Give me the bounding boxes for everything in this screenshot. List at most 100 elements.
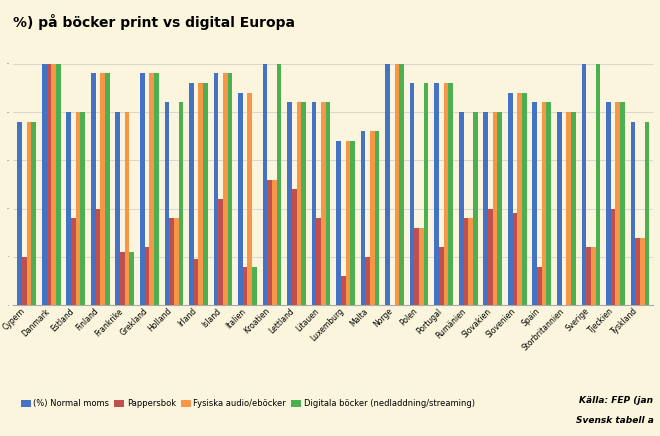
Bar xyxy=(346,141,350,305)
Bar xyxy=(537,266,542,305)
Bar xyxy=(581,64,586,305)
Bar xyxy=(199,83,203,305)
Bar xyxy=(272,180,277,305)
Bar xyxy=(546,102,551,305)
Bar xyxy=(76,112,81,305)
Bar xyxy=(557,112,562,305)
Bar xyxy=(395,64,399,305)
Bar xyxy=(248,93,252,305)
Bar xyxy=(312,102,316,305)
Bar xyxy=(115,112,120,305)
Legend: (%) Normal moms, Pappersbok, Fysiska audio/eböcker, Digitala böcker (nedladdning: (%) Normal moms, Pappersbok, Fysiska aud… xyxy=(17,396,478,412)
Bar xyxy=(228,74,232,305)
Bar xyxy=(145,247,149,305)
Bar xyxy=(419,228,424,305)
Bar xyxy=(105,74,110,305)
Bar xyxy=(635,238,640,305)
Bar xyxy=(42,64,47,305)
Bar xyxy=(47,64,51,305)
Bar xyxy=(630,122,635,305)
Bar xyxy=(91,74,96,305)
Bar xyxy=(448,83,453,305)
Bar xyxy=(120,252,125,305)
Bar xyxy=(508,93,513,305)
Bar xyxy=(513,214,517,305)
Bar xyxy=(610,209,615,305)
Bar xyxy=(385,64,390,305)
Text: Källa: FEP (jan: Källa: FEP (jan xyxy=(579,396,653,405)
Bar xyxy=(301,102,306,305)
Bar xyxy=(189,83,194,305)
Bar xyxy=(591,247,595,305)
Bar xyxy=(483,112,488,305)
Bar xyxy=(444,83,448,305)
Bar xyxy=(361,131,366,305)
Bar xyxy=(370,131,375,305)
Bar xyxy=(399,64,404,305)
Bar xyxy=(375,131,379,305)
Bar xyxy=(615,102,620,305)
Bar xyxy=(174,218,178,305)
Bar xyxy=(51,64,56,305)
Bar xyxy=(459,112,463,305)
Bar xyxy=(223,74,228,305)
Bar xyxy=(341,276,346,305)
Bar xyxy=(178,102,183,305)
Bar xyxy=(488,209,493,305)
Bar xyxy=(350,141,355,305)
Bar xyxy=(203,83,208,305)
Bar xyxy=(640,238,645,305)
Bar xyxy=(129,252,134,305)
Bar xyxy=(238,93,243,305)
Bar xyxy=(439,247,444,305)
Bar xyxy=(154,74,158,305)
Bar xyxy=(606,102,610,305)
Bar xyxy=(498,112,502,305)
Bar xyxy=(214,74,218,305)
Bar xyxy=(566,112,571,305)
Bar xyxy=(243,266,248,305)
Bar xyxy=(414,228,419,305)
Bar xyxy=(493,112,498,305)
Bar xyxy=(292,189,296,305)
Bar xyxy=(296,102,301,305)
Bar xyxy=(32,122,36,305)
Bar xyxy=(325,102,331,305)
Bar xyxy=(164,102,169,305)
Bar xyxy=(533,102,537,305)
Bar xyxy=(96,209,100,305)
Bar xyxy=(366,257,370,305)
Bar xyxy=(149,74,154,305)
Bar xyxy=(571,112,576,305)
Bar xyxy=(517,93,522,305)
Bar xyxy=(17,122,22,305)
Bar xyxy=(434,83,439,305)
Bar xyxy=(169,218,174,305)
Bar xyxy=(586,247,591,305)
Bar xyxy=(522,93,527,305)
Bar xyxy=(645,122,649,305)
Bar xyxy=(81,112,85,305)
Bar xyxy=(542,102,546,305)
Bar xyxy=(595,64,600,305)
Bar xyxy=(140,74,145,305)
Bar xyxy=(194,259,199,305)
Bar xyxy=(316,218,321,305)
Bar xyxy=(321,102,325,305)
Bar xyxy=(26,122,32,305)
Bar xyxy=(473,112,478,305)
Bar xyxy=(67,112,71,305)
Bar xyxy=(100,74,105,305)
Bar xyxy=(620,102,625,305)
Bar xyxy=(125,112,129,305)
Bar xyxy=(410,83,414,305)
Bar xyxy=(424,83,428,305)
Bar xyxy=(468,218,473,305)
Text: Svensk tabell a: Svensk tabell a xyxy=(576,416,653,425)
Bar xyxy=(22,257,26,305)
Bar xyxy=(336,141,341,305)
Bar xyxy=(267,180,272,305)
Bar xyxy=(71,218,76,305)
Text: %) på böcker print vs digital Europa: %) på böcker print vs digital Europa xyxy=(13,14,295,30)
Bar xyxy=(218,199,223,305)
